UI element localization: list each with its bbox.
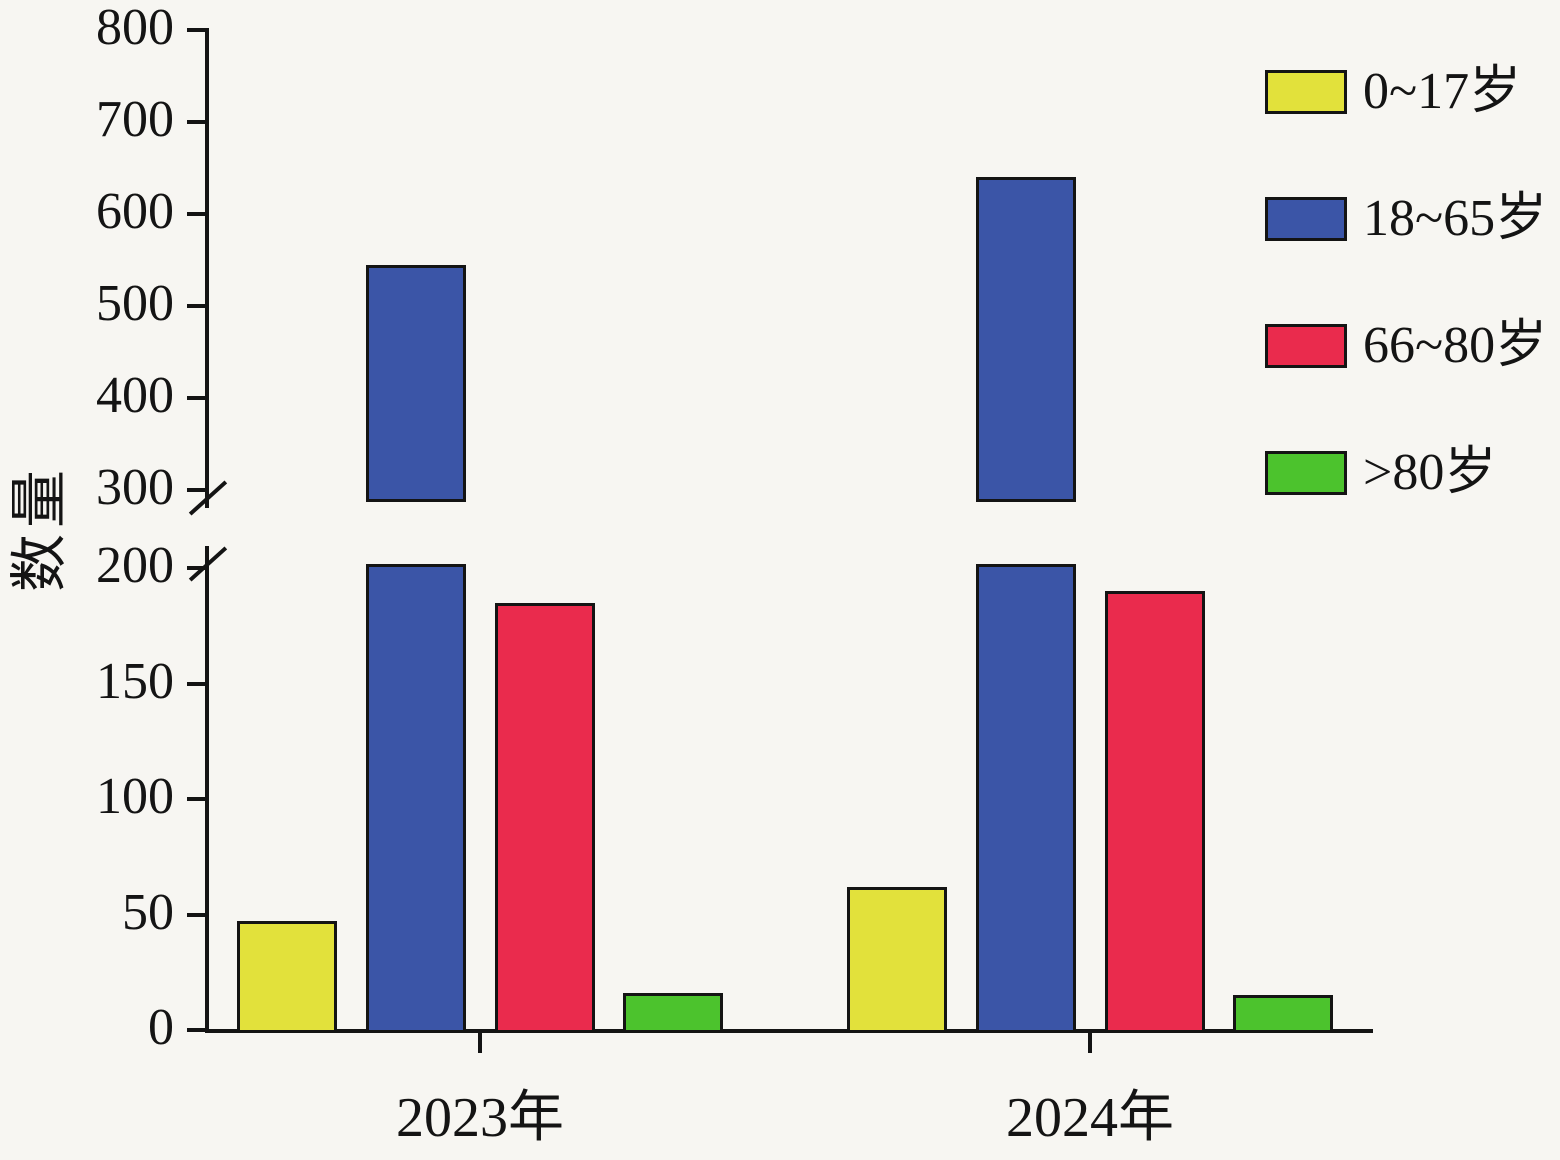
bar-2024年->80岁 [1233, 995, 1333, 1033]
y-tick [187, 120, 209, 124]
y-tick-label: 400 [96, 366, 174, 424]
legend-label: 18~65岁 [1363, 189, 1548, 247]
legend-item-2: 66~80岁 [1265, 319, 1560, 371]
y-tick [187, 396, 209, 400]
x-tick [478, 1031, 482, 1053]
x-axis [205, 1029, 1373, 1033]
y-tick-label: 500 [96, 274, 174, 332]
y-axis-lower-segment [205, 546, 209, 1032]
bar-upper-2023年-18~65岁 [365, 264, 466, 502]
y-tick [187, 28, 209, 32]
y-axis-upper-segment [205, 28, 209, 508]
legend-label: >80岁 [1363, 443, 1497, 501]
y-tick-label: 700 [96, 90, 174, 148]
y-tick [187, 681, 209, 686]
bar-2023年-0~17岁 [237, 921, 337, 1033]
bar-2023年->80岁 [623, 993, 723, 1033]
y-tick [187, 488, 209, 492]
y-tick-label: 0 [148, 998, 174, 1056]
legend-swatch [1265, 451, 1347, 495]
y-tick-label: 100 [96, 767, 174, 825]
y-tick-label: 300 [96, 458, 174, 516]
legend-item-0: 0~17岁 [1265, 65, 1560, 117]
legend-label: 66~80岁 [1363, 316, 1548, 374]
bar-2023年-18~65岁 [365, 564, 466, 1033]
legend-swatch [1265, 70, 1347, 114]
bar-upper-2024年-18~65岁 [975, 177, 1076, 502]
y-tick-label: 150 [96, 652, 174, 710]
legend-swatch [1265, 324, 1347, 368]
legend-item-3: >80岁 [1265, 446, 1560, 498]
legend-swatch [1265, 197, 1347, 241]
x-category-label: 2023年 [396, 1087, 564, 1149]
y-tick-label: 600 [96, 182, 174, 240]
y-tick [187, 1028, 209, 1032]
y-tick [187, 304, 209, 308]
legend-label: 0~17岁 [1363, 62, 1522, 120]
legend-item-1: 18~65岁 [1265, 192, 1560, 244]
y-tick [187, 912, 209, 917]
y-tick-label: 50 [122, 883, 174, 941]
bar-2024年-66~80岁 [1104, 591, 1205, 1033]
y-tick [187, 797, 209, 801]
y-tick [187, 566, 209, 570]
y-tick [187, 212, 209, 216]
bar-2023年-66~80岁 [494, 602, 595, 1033]
bar-2024年-18~65岁 [975, 564, 1076, 1033]
x-tick [1088, 1031, 1092, 1053]
bar-2024年-0~17岁 [847, 886, 947, 1033]
x-category-label: 2024年 [1006, 1087, 1174, 1149]
y-tick-label: 200 [96, 536, 174, 594]
y-tick-label: 800 [96, 0, 174, 56]
